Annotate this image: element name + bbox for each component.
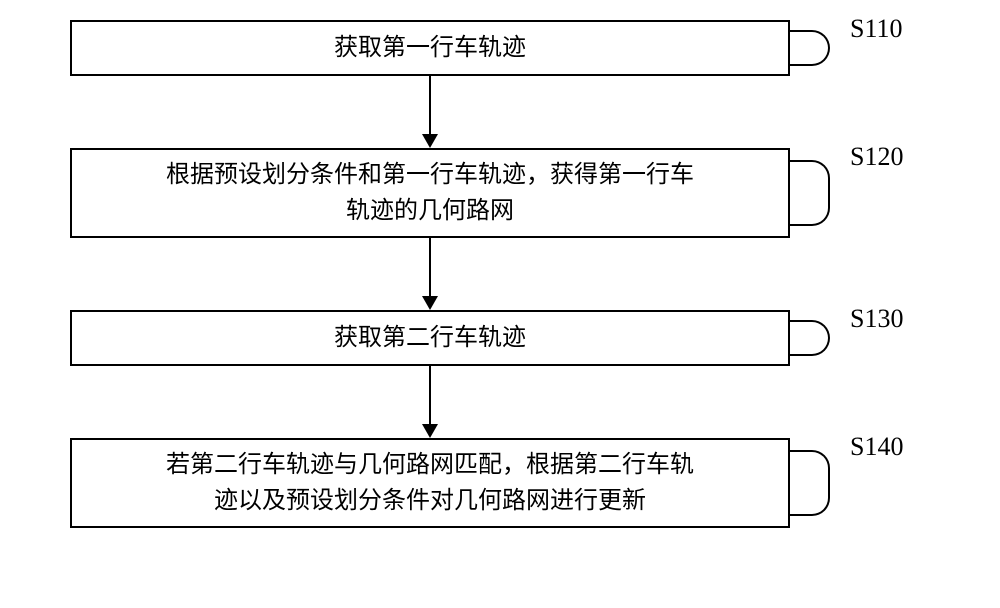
step-text-s110: 获取第一行车轨迹 <box>334 30 526 66</box>
step-text-s130: 获取第二行车轨迹 <box>334 320 526 356</box>
step-label-s140: S140 <box>850 432 903 462</box>
step-box-s130: 获取第二行车轨迹 <box>70 310 790 366</box>
step-box-s140: 若第二行车轨迹与几何路网匹配，根据第二行车轨 迹以及预设划分条件对几何路网进行更… <box>70 438 790 528</box>
connector-2 <box>429 238 431 296</box>
connector-1 <box>429 76 431 134</box>
arrow-head-1 <box>422 134 438 148</box>
flowchart-container: 获取第一行车轨迹 S110 根据预设划分条件和第一行车轨迹，获得第一行车 轨迹的… <box>0 0 1000 608</box>
step-label-s110: S110 <box>850 14 903 44</box>
bracket-s140 <box>790 450 830 516</box>
connector-3 <box>429 366 431 424</box>
step-text-s140: 若第二行车轨迹与几何路网匹配，根据第二行车轨 迹以及预设划分条件对几何路网进行更… <box>166 447 694 519</box>
step-label-s120: S120 <box>850 142 903 172</box>
step-text-s120: 根据预设划分条件和第一行车轨迹，获得第一行车 轨迹的几何路网 <box>166 157 694 229</box>
arrow-head-2 <box>422 296 438 310</box>
step-box-s120: 根据预设划分条件和第一行车轨迹，获得第一行车 轨迹的几何路网 <box>70 148 790 238</box>
bracket-s120 <box>790 160 830 226</box>
bracket-s110 <box>790 30 830 66</box>
step-label-s130: S130 <box>850 304 903 334</box>
step-box-s110: 获取第一行车轨迹 <box>70 20 790 76</box>
bracket-s130 <box>790 320 830 356</box>
arrow-head-3 <box>422 424 438 438</box>
